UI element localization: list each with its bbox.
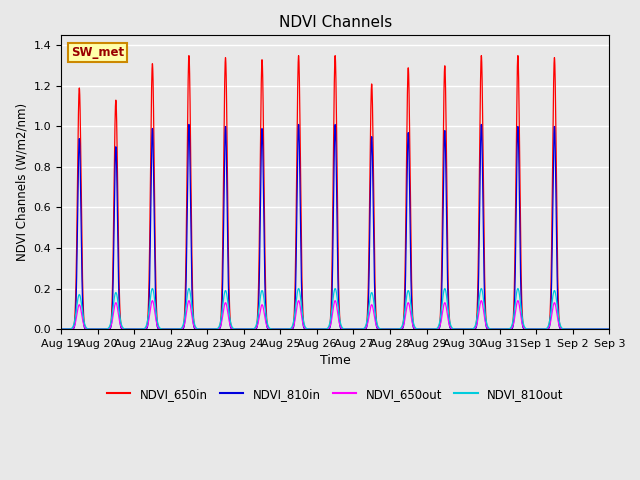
NDVI_650in xyxy=(489,326,497,332)
NDVI_810out xyxy=(262,315,270,321)
NDVI_650in xyxy=(169,326,177,332)
Y-axis label: NDVI Channels (W/m2/nm): NDVI Channels (W/m2/nm) xyxy=(15,103,28,261)
NDVI_810out xyxy=(175,326,182,332)
NDVI_810in xyxy=(477,121,485,127)
NDVI_650out xyxy=(489,326,497,332)
NDVI_810in xyxy=(605,326,613,332)
NDVI_650out xyxy=(57,326,65,332)
Text: SW_met: SW_met xyxy=(71,46,124,59)
NDVI_650out xyxy=(169,326,177,332)
NDVI_650out xyxy=(411,325,419,331)
Line: NDVI_650in: NDVI_650in xyxy=(61,56,609,329)
NDVI_650in xyxy=(175,326,182,332)
NDVI_810out xyxy=(604,326,611,332)
NDVI_810in xyxy=(411,326,419,332)
NDVI_810in xyxy=(169,326,177,332)
NDVI_650out xyxy=(262,321,270,327)
NDVI_650in xyxy=(411,325,419,331)
NDVI_810in xyxy=(175,326,182,332)
NDVI_810out xyxy=(57,326,65,332)
NDVI_810out xyxy=(605,326,613,332)
NDVI_810in xyxy=(604,326,611,332)
NDVI_810in xyxy=(489,326,497,332)
NDVI_810out xyxy=(169,326,177,332)
Title: NDVI Channels: NDVI Channels xyxy=(278,15,392,30)
NDVI_650in xyxy=(604,326,611,332)
NDVI_650out xyxy=(148,298,156,303)
Line: NDVI_810out: NDVI_810out xyxy=(61,288,609,329)
NDVI_650in xyxy=(605,326,613,332)
NDVI_650in xyxy=(514,53,522,59)
NDVI_810out xyxy=(411,324,419,330)
Line: NDVI_650out: NDVI_650out xyxy=(61,300,609,329)
NDVI_650in xyxy=(57,326,65,332)
NDVI_810in xyxy=(57,326,65,332)
NDVI_650in xyxy=(262,307,270,312)
NDVI_650out xyxy=(605,326,613,332)
NDVI_650out xyxy=(175,326,182,332)
Legend: NDVI_650in, NDVI_810in, NDVI_650out, NDVI_810out: NDVI_650in, NDVI_810in, NDVI_650out, NDV… xyxy=(102,383,568,405)
X-axis label: Time: Time xyxy=(320,354,351,367)
NDVI_810in xyxy=(262,318,270,324)
NDVI_650out xyxy=(604,326,611,332)
Line: NDVI_810in: NDVI_810in xyxy=(61,124,609,329)
NDVI_810out xyxy=(489,326,497,332)
NDVI_810out xyxy=(148,286,156,291)
